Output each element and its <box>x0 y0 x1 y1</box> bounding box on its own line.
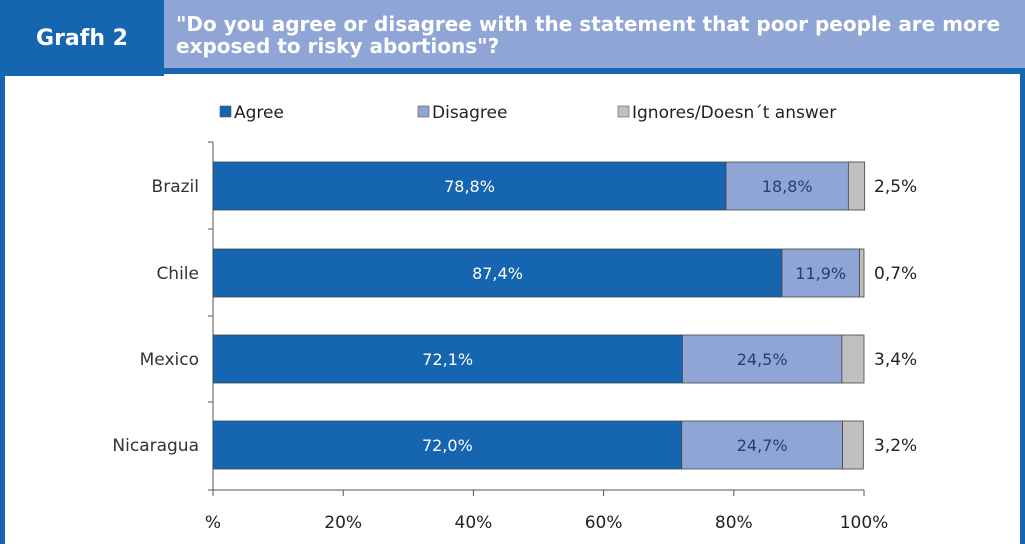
data-label-brazil-1: 78,8% <box>444 177 495 196</box>
graph-number-badge: Grafh 2 <box>0 0 164 76</box>
chart-title: "Do you agree or disagree with the state… <box>176 12 1001 58</box>
data-label-chile-2: 11,9% <box>795 264 846 283</box>
bar-mexico-1 <box>212 334 683 384</box>
legend-swatch-2 <box>417 105 430 118</box>
category-label-chile: Chile <box>156 264 199 284</box>
data-label-chile-1: 87,4% <box>472 264 523 283</box>
data-label-nicaragua-2: 24,7% <box>737 436 788 455</box>
data-label-chile-3: 0,7% <box>874 264 917 284</box>
bar-mexico-2 <box>681 334 843 384</box>
data-label-brazil-2: 18,8% <box>762 177 813 196</box>
bar-chile-3 <box>859 248 865 298</box>
data-label-brazil-3: 2,5% <box>874 177 917 197</box>
category-label-nicaragua: Nicaragua <box>112 436 199 456</box>
header-strip <box>164 0 1025 74</box>
x-tick-label-6: 100% <box>840 513 889 533</box>
bar-nicaragua-2 <box>681 420 843 470</box>
category-label-brazil: Brazil <box>152 177 199 197</box>
bar-nicaragua-1 <box>212 420 683 470</box>
bar-mexico-3 <box>841 334 865 384</box>
bar-chile-1 <box>212 248 783 298</box>
legend-label-2: Disagree <box>432 103 507 123</box>
x-tick-label-2: 20% <box>324 513 362 533</box>
data-label-mexico-2: 24,5% <box>737 350 788 369</box>
bar-nicaragua-3 <box>842 420 864 470</box>
bar-brazil-3 <box>847 161 866 211</box>
x-tick-label-5: 80% <box>715 513 753 533</box>
bar-brazil-1 <box>212 161 727 211</box>
legend-label-3: Ignores/Doesn´t answer <box>632 103 836 123</box>
x-tick-label-3: 40% <box>455 513 493 533</box>
x-tick-label-1: % <box>205 513 221 533</box>
x-tick-label-4: 60% <box>585 513 623 533</box>
data-label-nicaragua-3: 3,2% <box>874 436 917 456</box>
legend-swatch-3 <box>617 105 630 118</box>
legend-label-1: Agree <box>234 103 284 123</box>
data-label-mexico-1: 72,1% <box>422 350 473 369</box>
category-label-mexico: Mexico <box>140 350 199 370</box>
bar-brazil-2 <box>725 161 849 211</box>
data-label-mexico-3: 3,4% <box>874 350 917 370</box>
data-label-nicaragua-1: 72,0% <box>422 436 473 455</box>
chart-header: Grafh 2 "Do you agree or disagree with t… <box>0 0 1025 76</box>
legend-swatch-1 <box>219 105 232 118</box>
